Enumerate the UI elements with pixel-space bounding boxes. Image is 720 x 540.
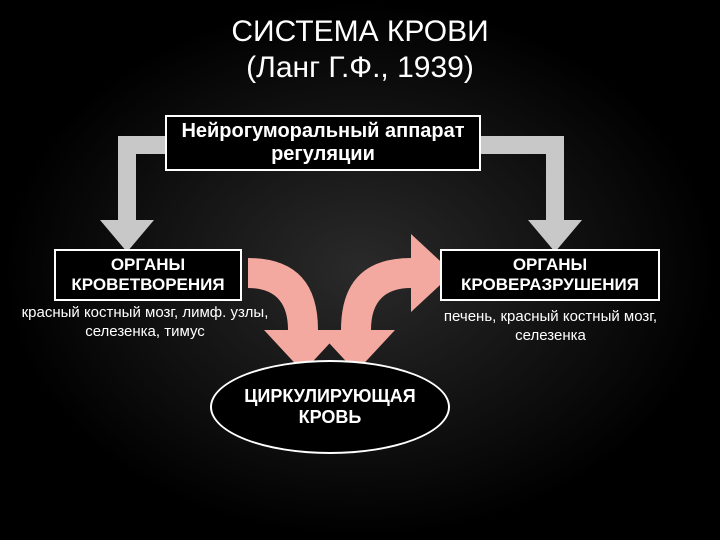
caption-hematopoiesis: красный костный мозг, лимф. узлы, селезе…: [20, 304, 270, 342]
node-hematopoiesis-label: ОРГАНЫ КРОВЕТВОРЕНИЯ: [56, 255, 240, 295]
node-neurohumoral-label: Нейрогуморальный аппарат регуляции: [167, 120, 479, 166]
node-circulating-blood: ЦИРКУЛИРУЮЩАЯ КРОВЬ: [210, 360, 450, 454]
node-hemolysis: ОРГАНЫ КРОВЕРАЗРУШЕНИЯ: [440, 249, 660, 301]
node-neurohumoral: Нейрогуморальный аппарат регуляции: [165, 115, 481, 171]
node-circulating-blood-label: ЦИРКУЛИРУЮЩАЯ КРОВЬ: [212, 386, 448, 428]
caption-hemolysis: печень, красный костный мозг, селезенка: [438, 308, 663, 346]
node-hematopoiesis: ОРГАНЫ КРОВЕТВОРЕНИЯ: [54, 249, 242, 301]
node-hemolysis-label: ОРГАНЫ КРОВЕРАЗРУШЕНИЯ: [442, 255, 658, 295]
